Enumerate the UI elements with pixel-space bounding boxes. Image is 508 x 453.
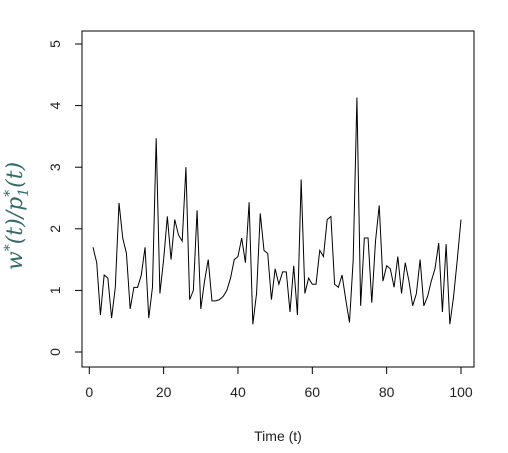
y-axis-title-w-star: * (2, 244, 18, 251)
plot-box (81, 30, 475, 368)
x-axis-title: Time (t) (254, 428, 302, 444)
y-axis-title-w-arg: (t)/ (3, 208, 28, 244)
x-tick-label: 0 (85, 384, 93, 400)
x-tick-label: 100 (449, 384, 473, 400)
y-tick-label: 3 (47, 163, 63, 171)
x-tick-label: 40 (230, 384, 246, 400)
y-tick-label: 1 (47, 286, 63, 294)
y-axis-title-p-star: * (2, 190, 18, 197)
series-line (92, 97, 462, 325)
x-tick-label: 60 (305, 384, 321, 400)
y-tick-label: 0 (47, 348, 63, 356)
y-axis-title: w*(t)/p*1(t) (2, 162, 32, 270)
y-tick-label: 2 (47, 225, 63, 233)
x-axis: 0 20 40 60 80 100 (85, 366, 473, 400)
y-tick-label: 5 (47, 40, 63, 48)
y-axis-title-p: p (3, 197, 28, 211)
x-tick-label: 20 (156, 384, 172, 400)
x-tick-label: 80 (379, 384, 395, 400)
y-axis-title-p-sub: 1 (16, 188, 32, 197)
y-axis: 0 1 2 3 4 5 (47, 40, 83, 356)
y-axis-title-p-arg: (t) (3, 162, 28, 188)
y-tick-label: 4 (47, 101, 63, 109)
y-axis-title-w: w (3, 251, 28, 270)
